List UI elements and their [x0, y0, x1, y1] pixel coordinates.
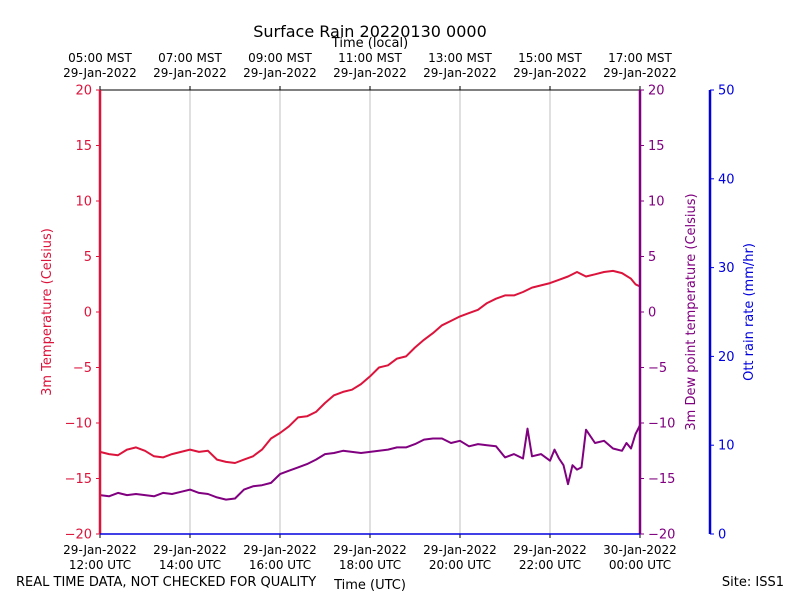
top-tick-label-time: 17:00 MST [608, 51, 672, 65]
top-tick-label-date: 29-Jan-2022 [423, 66, 497, 80]
quality-note: REAL TIME DATA, NOT CHECKED FOR QUALITY [16, 575, 317, 590]
x-tick-label-time: 12:00 UTC [69, 558, 131, 572]
top-tick-label-date: 29-Jan-2022 [63, 66, 137, 80]
series-group [99, 269, 641, 501]
top-tick-label-time: 05:00 MST [68, 51, 132, 65]
x-tick-label-date: 30-Jan-2022 [603, 543, 677, 557]
dewpoint-tick-label: 10 [648, 195, 665, 210]
rain-tick-label: 30 [718, 261, 735, 276]
top-tick-label-date: 29-Jan-2022 [333, 66, 407, 80]
left-tick-label: 20 [75, 84, 92, 99]
rain-tick-label: 10 [718, 439, 735, 454]
left-tick-label: −10 [65, 417, 92, 432]
x-tick-label-date: 29-Jan-2022 [513, 543, 587, 557]
top-tick-label-date: 29-Jan-2022 [153, 66, 227, 80]
dewpoint-tick-label: 20 [648, 84, 665, 99]
dewpoint-axis-label: 3m Dew point temperature (Celsius) [684, 193, 699, 430]
chart-title: Surface Rain 20220130 0000 [253, 22, 487, 41]
left-tick-label: −20 [65, 528, 92, 543]
top-tick-label-time: 09:00 MST [248, 51, 312, 65]
x-tick-label-time: 22:00 UTC [519, 558, 581, 572]
rain-tick-label: 20 [718, 350, 735, 365]
rain-tick-label: 40 [718, 172, 735, 187]
left-tick-label: 15 [75, 139, 92, 154]
top-tick-label-date: 29-Jan-2022 [513, 66, 587, 80]
x-tick-label-date: 29-Jan-2022 [423, 543, 497, 557]
x-tick-label-time: 18:00 UTC [339, 558, 401, 572]
top-tick-label-date: 29-Jan-2022 [603, 66, 677, 80]
x-tick-label-date: 29-Jan-2022 [333, 543, 407, 557]
dewpoint-tick-label: 15 [648, 139, 665, 154]
left-tick-label: −15 [65, 472, 92, 487]
top-tick-label-date: 29-Jan-2022 [243, 66, 317, 80]
x-tick-label-date: 29-Jan-2022 [153, 543, 227, 557]
top-tick-label-time: 11:00 MST [338, 51, 402, 65]
rain-tick-label: 0 [718, 528, 726, 543]
dewpoint-tick-label: −10 [648, 417, 675, 432]
x-axis-label: Time (UTC) [333, 578, 406, 593]
top-axis-label: Time (local) [331, 36, 408, 51]
x-tick-label-date: 29-Jan-2022 [63, 543, 137, 557]
dewpoint-tick-label: −15 [648, 472, 675, 487]
left-tick-label: −5 [73, 361, 92, 376]
left-tick-label: 5 [84, 250, 92, 265]
rain-tick-label: 50 [718, 84, 735, 99]
left-tick-label: 0 [84, 306, 92, 321]
dewpoint-tick-label: 5 [648, 250, 656, 265]
dewpoint-tick-label: −5 [648, 361, 667, 376]
top-tick-label-time: 07:00 MST [158, 51, 222, 65]
top-tick-label-time: 13:00 MST [428, 51, 492, 65]
left-axis-label: 3m Temperature (Celsius) [40, 228, 55, 396]
x-tick-label-time: 20:00 UTC [429, 558, 491, 572]
x-tick-label-time: 00:00 UTC [609, 558, 671, 572]
x-tick-label-date: 29-Jan-2022 [243, 543, 317, 557]
x-tick-label-time: 16:00 UTC [249, 558, 311, 572]
grid-lines [189, 90, 551, 534]
x-tick-label-time: 14:00 UTC [159, 558, 221, 572]
top-tick-label-time: 15:00 MST [518, 51, 582, 65]
dewpoint-line [99, 424, 641, 501]
dewpoint-tick-label: 0 [648, 306, 656, 321]
site-label: Site: ISS1 [721, 575, 784, 590]
dewpoint-tick-label: −20 [648, 528, 675, 543]
left-tick-label: 10 [75, 195, 92, 210]
temperature-line [99, 269, 641, 464]
rain-axis-label: Ott rain rate (mm/hr) [742, 243, 757, 381]
